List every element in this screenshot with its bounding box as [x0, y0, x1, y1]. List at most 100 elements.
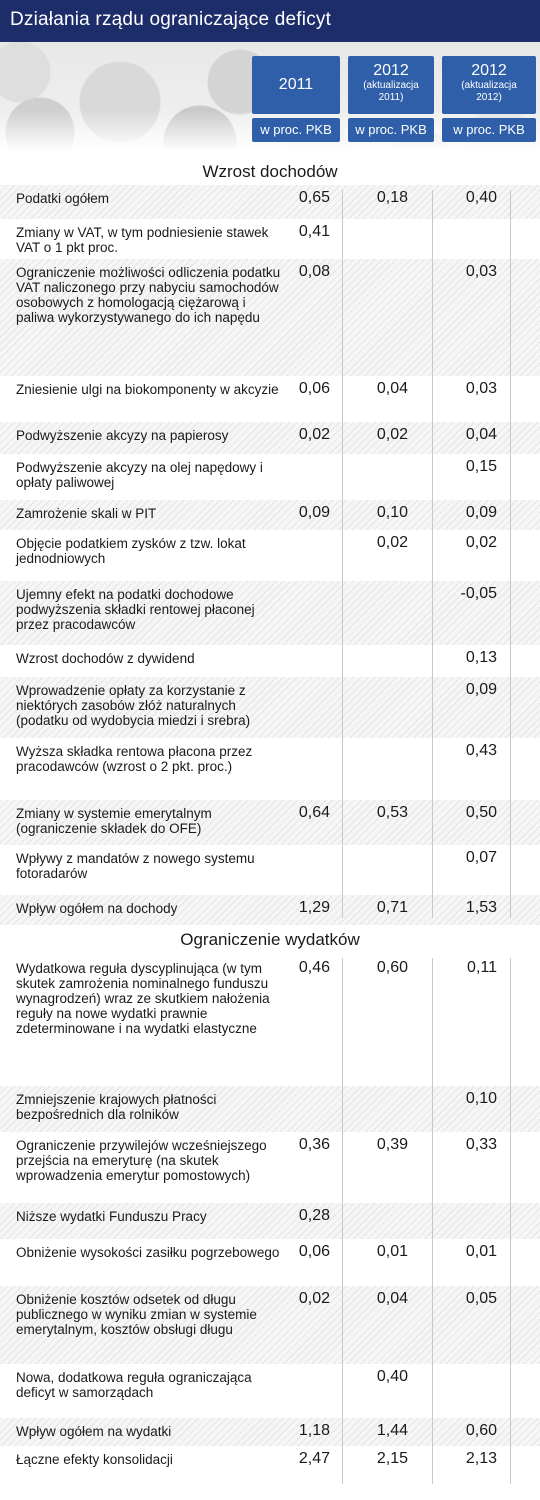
table-row: Zamrożenie skali w PIT 0,09 0,10 0,09 [0, 500, 540, 530]
value-cell: 0,53 [376, 804, 408, 821]
value-cell: 0,02 [298, 426, 330, 443]
table-row: Objęcie podatkiem zysków z tzw. lokat je… [0, 530, 540, 581]
value-cell: 0,04 [465, 426, 497, 443]
value-cell: 0,60 [376, 959, 408, 976]
row-label: Obniżenie wysokości zasiłku pogrzebowego [16, 1245, 280, 1260]
value-cell: 0,02 [465, 534, 497, 551]
row-label: Wpływy z mandatów z nowego systemu fotor… [16, 851, 255, 881]
value-cell: 0,40 [376, 1368, 408, 1385]
table-row: Wpływ ogółem na wydatki 1,18 1,44 0,60 [0, 1418, 540, 1446]
column-divider [432, 958, 433, 1484]
row-label: Ujemny efekt na podatki dochodowe podwyż… [16, 587, 255, 632]
column-header-2012-a2011: 2012 (aktualizacja 2011) [348, 56, 434, 114]
column-unit-2012-a2011: w proc. PKB [348, 118, 434, 142]
column-divider [432, 190, 433, 918]
value-cell: 0,04 [376, 1290, 408, 1307]
column-subtitle: (aktualizacja 2012) [461, 80, 517, 103]
table-row: Obniżenie kosztów odsetek od długu publi… [0, 1286, 540, 1364]
row-label: Zmiany w VAT, w tym podniesienie stawek … [16, 225, 269, 255]
value-cell: 0,64 [298, 804, 330, 821]
value-cell: 0,01 [376, 1243, 408, 1260]
value-cell: 0,05 [465, 1290, 497, 1307]
column-divider [342, 190, 343, 918]
value-cell: 0,71 [376, 899, 408, 916]
value-cell: 0,04 [376, 380, 408, 397]
table-row: Ujemny efekt na podatki dochodowe podwyż… [0, 581, 540, 645]
column-divider [510, 190, 511, 918]
value-cell: 0,46 [298, 959, 330, 976]
table-row: Wpływ ogółem na dochody 1,29 0,71 1,53 [0, 895, 540, 925]
value-cell: 0,09 [465, 681, 497, 698]
table-row: Wyższa składka rentowa płacona przez pra… [0, 738, 540, 800]
column-year: 2011 [278, 76, 314, 93]
value-cell: 0,02 [298, 1290, 330, 1307]
column-subtitle: (aktualizacja 2011) [363, 80, 419, 103]
table-row: Podatki ogółem 0,65 0,18 0,40 [0, 185, 540, 219]
value-cell: 0,60 [465, 1422, 497, 1439]
value-cell: 2,13 [465, 1450, 497, 1467]
row-label: Ograniczenie przywilejów wcześniejszego … [16, 1138, 267, 1183]
row-label: Objęcie podatkiem zysków z tzw. lokat je… [16, 536, 246, 566]
value-cell: 0,13 [465, 649, 497, 666]
value-cell: 0,28 [298, 1207, 330, 1224]
value-cell: 0,50 [465, 804, 497, 821]
table-row: Ograniczenie przywilejów wcześniejszego … [0, 1132, 540, 1203]
value-cell: 0,36 [298, 1136, 330, 1153]
value-cell: 0,43 [465, 742, 497, 759]
column-year: 2012 [373, 62, 409, 79]
row-label: Podwyższenie akcyzy na olej napędowy i o… [16, 460, 263, 490]
row-label: Podwyższenie akcyzy na papierosy [16, 428, 229, 443]
value-cell: 0,03 [465, 263, 497, 280]
value-cell: 0,08 [298, 263, 330, 280]
value-cell: 0,11 [467, 959, 497, 976]
row-label: Ograniczenie możliwości odliczenia podat… [16, 265, 281, 325]
value-cell: 0,33 [465, 1136, 497, 1153]
row-label: Zmniejszenie krajowych płatności bezpośr… [16, 1092, 217, 1122]
column-divider [510, 958, 511, 1484]
row-label: Wprowadzenie opłaty za korzystanie z nie… [16, 683, 251, 728]
value-cell: 0,15 [465, 458, 497, 475]
row-label: Zamrożenie skali w PIT [16, 506, 157, 521]
column-unit-2011: w proc. PKB [252, 118, 340, 142]
table-row: Łączne efekty konsolidacji 2,47 2,15 2,13 [0, 1446, 540, 1486]
chart-title: Działania rządu ograniczające deficyt [0, 0, 540, 42]
row-label: Wyższa składka rentowa płacona przez pra… [16, 744, 253, 774]
table-row: Wpływy z mandatów z nowego systemu fotor… [0, 845, 540, 895]
row-label: Nowa, dodatkowa reguła ograniczająca def… [16, 1370, 252, 1400]
value-cell: 1,29 [298, 899, 330, 916]
table-row: Zniesienie ulgi na biokomponenty w akcyz… [0, 376, 540, 422]
value-cell: 0,41 [298, 223, 330, 240]
section-title: Ograniczenie wydatków [180, 930, 360, 949]
row-label: Wydatkowa reguła dyscyplinująca (w tym s… [16, 961, 270, 1036]
row-label: Obniżenie kosztów odsetek od długu publi… [16, 1292, 257, 1337]
table-row: Obniżenie wysokości zasiłku pogrzebowego… [0, 1239, 540, 1286]
value-cell: 0,03 [465, 380, 497, 397]
table-row: Podwyższenie akcyzy na papierosy 0,02 0,02… [0, 422, 540, 454]
value-cell: 0,07 [465, 849, 497, 866]
value-cell: 0,65 [298, 189, 330, 206]
column-header-2012-a2012: 2012 (aktualizacja 2012) [442, 56, 536, 114]
value-cell: 2,47 [298, 1450, 330, 1467]
row-label: Niższe wydatki Funduszu Pracy [16, 1209, 207, 1224]
value-cell: 1,53 [465, 899, 497, 916]
value-cell: 2,15 [376, 1450, 408, 1467]
value-cell: 0,40 [465, 189, 497, 206]
value-cell: 0,06 [298, 380, 330, 397]
column-year: 2012 [471, 62, 507, 79]
value-cell: 0,18 [376, 189, 408, 206]
column-divider [342, 958, 343, 1484]
value-cell: 0,02 [376, 426, 408, 443]
table-row: Wzrost dochodów z dywidend 0,13 [0, 645, 540, 677]
table-row: Wydatkowa reguła dyscyplinująca (w tym s… [0, 955, 540, 1086]
row-label: Podatki ogółem [16, 191, 110, 206]
column-unit-2012-a2012: w proc. PKB [442, 118, 536, 142]
row-label: Wpływ ogółem na wydatki [16, 1424, 172, 1439]
value-cell: 0,09 [298, 504, 330, 521]
value-cell: -0,05 [460, 585, 497, 602]
value-cell: 1,18 [298, 1422, 330, 1439]
value-cell: 0,10 [465, 1090, 497, 1107]
section-title: Wzrost dochodów [202, 162, 338, 181]
row-label: Zmiany w systemie emerytalnym (ogranicze… [16, 806, 212, 836]
row-label: Wzrost dochodów z dywidend [16, 651, 195, 666]
table-row: Zmiany w VAT, w tym podniesienie stawek … [0, 219, 540, 259]
